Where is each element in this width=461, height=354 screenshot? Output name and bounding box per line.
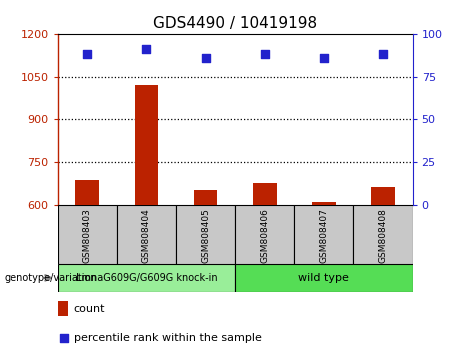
Bar [235, 264, 413, 292]
Title: GDS4490 / 10419198: GDS4490 / 10419198 [153, 16, 317, 31]
Point [202, 55, 209, 61]
Point [261, 51, 268, 57]
Bar [176, 205, 235, 264]
Bar [235, 205, 294, 264]
Bar [58, 205, 117, 264]
Bar [312, 202, 336, 205]
Bar [354, 205, 413, 264]
Text: GSM808405: GSM808405 [201, 208, 210, 263]
Bar [135, 85, 158, 205]
Bar [253, 183, 277, 205]
Point [83, 51, 91, 57]
Text: wild type: wild type [298, 273, 349, 283]
Bar [371, 187, 395, 205]
Text: count: count [74, 304, 105, 314]
Text: GSM808403: GSM808403 [83, 208, 92, 263]
Bar [194, 190, 218, 205]
Text: GSM808406: GSM808406 [260, 208, 269, 263]
Text: percentile rank within the sample: percentile rank within the sample [74, 333, 262, 343]
Bar [294, 205, 354, 264]
Text: genotype/variation: genotype/variation [5, 273, 97, 283]
Bar [58, 264, 235, 292]
Bar [58, 301, 68, 316]
Bar [117, 205, 176, 264]
Text: GSM808407: GSM808407 [319, 208, 328, 263]
Text: GSM808404: GSM808404 [142, 208, 151, 263]
Text: GSM808408: GSM808408 [378, 208, 388, 263]
Point [320, 55, 327, 61]
Point [60, 336, 67, 341]
Text: LmnaG609G/G609G knock-in: LmnaG609G/G609G knock-in [76, 273, 217, 283]
Point [142, 46, 150, 52]
Bar [75, 179, 99, 205]
Point [379, 51, 387, 57]
